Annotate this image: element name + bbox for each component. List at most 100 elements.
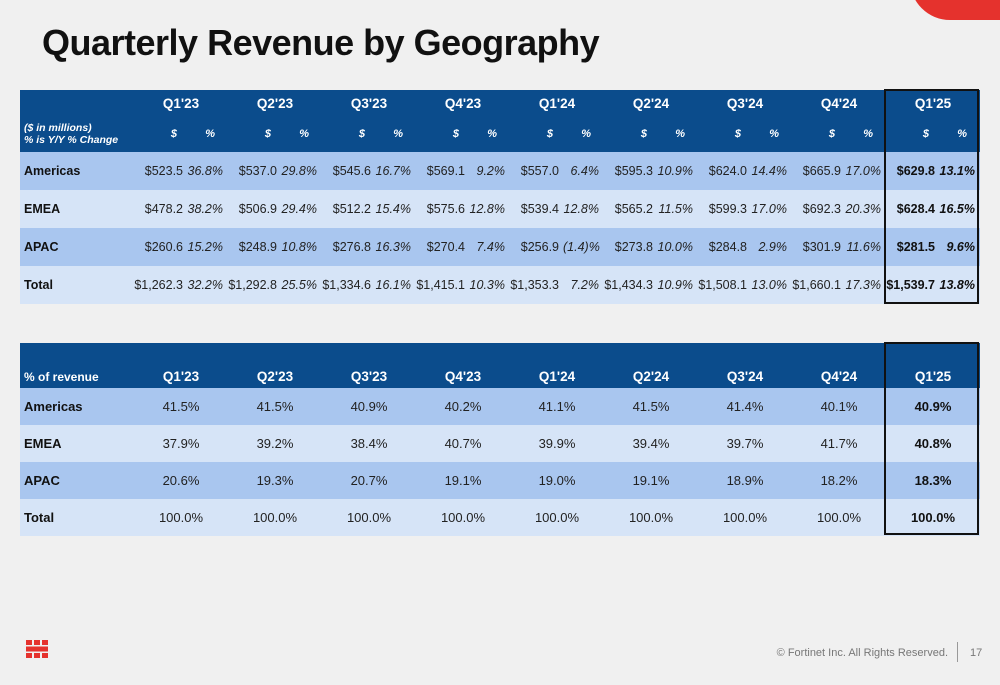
share-header-row: % of revenue Q1'23 Q2'23 Q3'23 Q4'23 Q1'24 Q2'…	[20, 343, 980, 388]
revenue-share-table: % of revenue Q1'23 Q2'23 Q3'23 Q4'23 Q1'24 Q2'…	[20, 343, 980, 536]
revenue-value: $569.1	[416, 152, 469, 190]
revenue-value: $692.3	[792, 190, 845, 228]
revenue-value: $478.2	[134, 190, 187, 228]
share-value: 19.3%	[228, 462, 322, 499]
yoy-change-value: 13.1%	[939, 152, 980, 190]
share-value: 18.2%	[792, 462, 886, 499]
dollar-column-header: $	[886, 116, 939, 152]
yoy-change-value: 29.4%	[281, 190, 322, 228]
revenue-value: $599.3	[698, 190, 751, 228]
dollar-column-header: $	[322, 116, 375, 152]
quarter-header: Q1'25	[886, 343, 980, 388]
dollar-column-header: $	[698, 116, 751, 152]
yoy-change-value: 10.3%	[469, 266, 510, 304]
dollar-column-header: $	[792, 116, 845, 152]
revenue-value: $260.6	[134, 228, 187, 266]
share-value: 41.5%	[228, 388, 322, 425]
yoy-change-value: 7.4%	[469, 228, 510, 266]
quarter-header: Q3'24	[698, 343, 792, 388]
yoy-change-value: 11.5%	[657, 190, 698, 228]
quarter-header: Q2'24	[604, 343, 698, 388]
revenue-value: $1,508.1	[698, 266, 751, 304]
revenue-value: $1,353.3	[510, 266, 563, 304]
region-label: APAC	[20, 462, 134, 499]
dollar-column-header: $	[416, 116, 469, 152]
units-note-line1: ($ in millions)	[24, 122, 92, 134]
yoy-change-value: 13.8%	[939, 266, 980, 304]
yoy-change-value: 29.8%	[281, 152, 322, 190]
revenue-value: $301.9	[792, 228, 845, 266]
header-blank-cell	[20, 90, 134, 116]
page-title: Quarterly Revenue by Geography	[42, 22, 600, 63]
share-value: 41.5%	[134, 388, 228, 425]
quarter-header: Q3'24	[698, 90, 792, 116]
share-value: 40.9%	[886, 388, 980, 425]
yoy-change-value: 36.8%	[187, 152, 228, 190]
copyright-text: © Fortinet Inc. All Rights Reserved.	[776, 647, 948, 659]
yoy-change-value: 32.2%	[187, 266, 228, 304]
share-value: 20.6%	[134, 462, 228, 499]
share-value: 100.0%	[792, 499, 886, 536]
units-note: ($ in millions)% is Y/Y % Change	[20, 116, 134, 152]
revenue-value: $557.0	[510, 152, 563, 190]
revenue-value: $1,334.6	[322, 266, 375, 304]
yoy-change-value: 16.5%	[939, 190, 980, 228]
quarter-header: Q3'23	[322, 343, 416, 388]
dollar-column-header: $	[134, 116, 187, 152]
quarter-header: Q4'24	[792, 90, 886, 116]
yoy-change-value: 38.2%	[187, 190, 228, 228]
yoy-change-value: 11.6%	[845, 228, 886, 266]
dollar-column-header: $	[604, 116, 657, 152]
revenue-value: $284.8	[698, 228, 751, 266]
share-value: 41.4%	[698, 388, 792, 425]
page-number: 17	[970, 647, 983, 659]
percent-column-header: %	[845, 116, 886, 152]
quarter-header: Q2'23	[228, 343, 322, 388]
percent-column-header: %	[469, 116, 510, 152]
revenue-value: $1,434.3	[604, 266, 657, 304]
region-label: Americas	[20, 152, 134, 190]
quarter-header: Q4'23	[416, 343, 510, 388]
quarter-header: Q1'23	[134, 343, 228, 388]
percent-column-header: %	[187, 116, 228, 152]
share-value: 19.1%	[416, 462, 510, 499]
dollar-column-header: $	[228, 116, 281, 152]
share-value: 40.8%	[886, 425, 980, 462]
yoy-change-value: 17.3%	[845, 266, 886, 304]
revenue-value: $276.8	[322, 228, 375, 266]
yoy-change-value: 17.0%	[845, 152, 886, 190]
share-value: 100.0%	[322, 499, 416, 536]
quarter-header: Q4'24	[792, 343, 886, 388]
corner-accent-shape	[910, 0, 1000, 20]
share-value: 100.0%	[228, 499, 322, 536]
yoy-change-value: 9.6%	[939, 228, 980, 266]
revenue-value: $624.0	[698, 152, 751, 190]
share-value: 40.9%	[322, 388, 416, 425]
revenue-value: $628.4	[886, 190, 939, 228]
revenue-value: $512.2	[322, 190, 375, 228]
revenue-value: $595.3	[604, 152, 657, 190]
share-value: 39.4%	[604, 425, 698, 462]
share-value: 18.3%	[886, 462, 980, 499]
yoy-change-value: 6.4%	[563, 152, 604, 190]
revenue-value: $273.8	[604, 228, 657, 266]
quarter-header: Q3'23	[322, 90, 416, 116]
yoy-change-value: 16.7%	[375, 152, 416, 190]
table-row: Americas 41.5% 41.5% 40.9% 40.2% 41.1% 41.5% 41…	[20, 388, 980, 425]
share-value: 39.2%	[228, 425, 322, 462]
quarter-header: Q2'24	[604, 90, 698, 116]
yoy-change-value: 16.3%	[375, 228, 416, 266]
revenue-value: $1,292.8	[228, 266, 281, 304]
quarter-header: Q1'24	[510, 343, 604, 388]
yoy-change-value: 9.2%	[469, 152, 510, 190]
region-label: EMEA	[20, 190, 134, 228]
share-value: 37.9%	[134, 425, 228, 462]
share-value: 40.7%	[416, 425, 510, 462]
quarter-header: Q4'23	[416, 90, 510, 116]
percent-column-header: %	[751, 116, 792, 152]
yoy-change-value: 16.1%	[375, 266, 416, 304]
yoy-change-value: (1.4)%	[563, 228, 604, 266]
footer-divider	[957, 642, 958, 662]
share-value: 100.0%	[698, 499, 792, 536]
revenue-value: $575.6	[416, 190, 469, 228]
